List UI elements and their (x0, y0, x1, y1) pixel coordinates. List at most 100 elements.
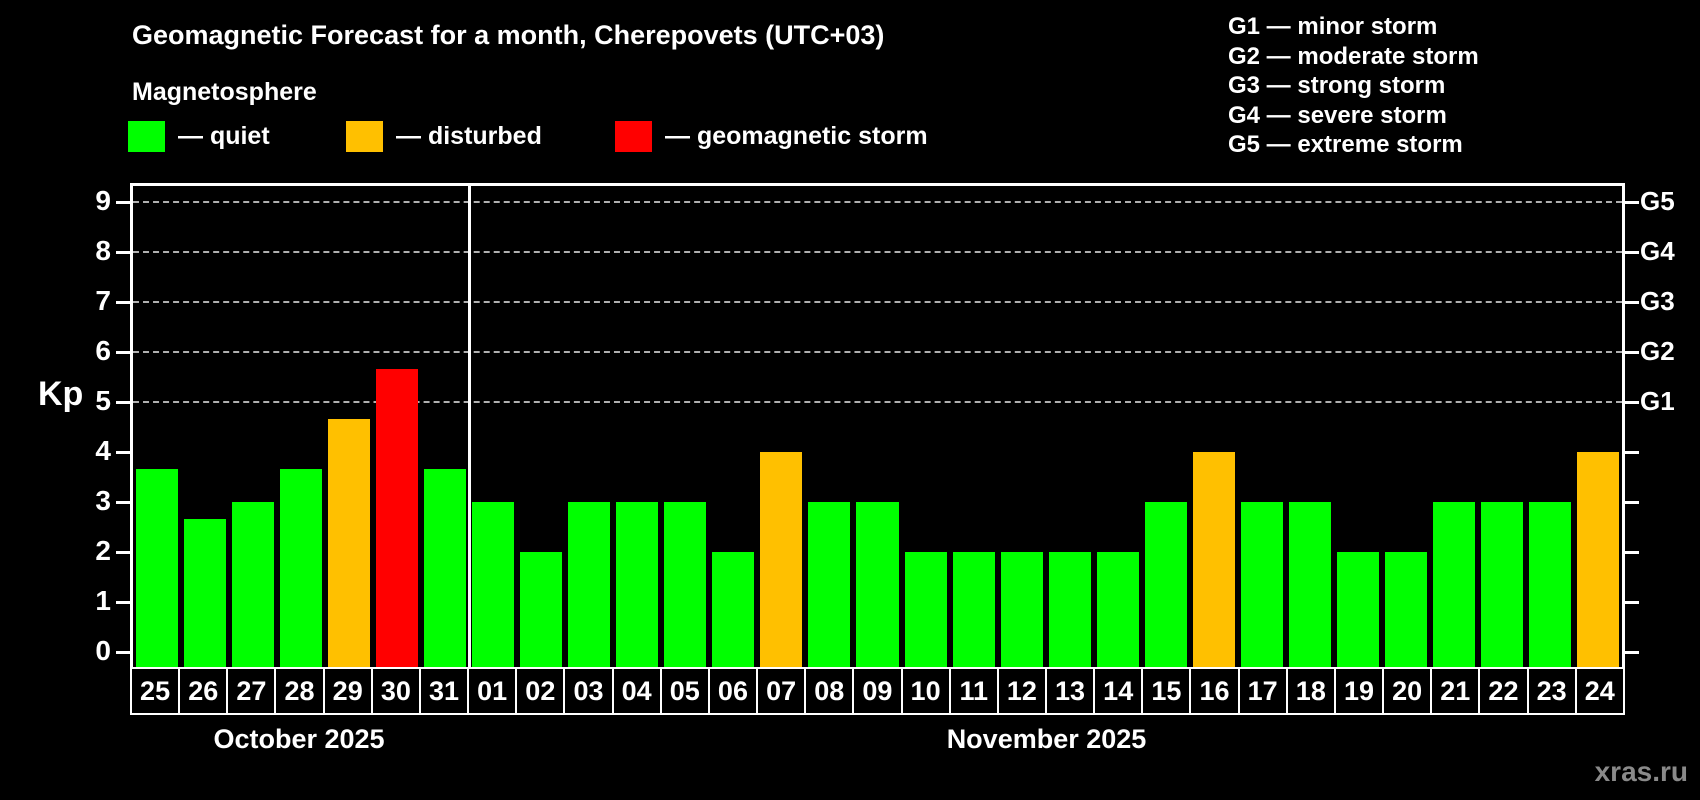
day-label-cell: 30 (370, 667, 421, 715)
kp-axis-label: Kp (38, 375, 84, 413)
kp-bar (568, 502, 611, 667)
y-tick-right (1625, 301, 1639, 304)
y-tick-label: 4 (95, 435, 111, 466)
magnetosphere-label: Magnetosphere (132, 78, 317, 106)
day-label-cell: 28 (274, 667, 325, 715)
month-separator (467, 186, 471, 667)
kp-bar (616, 502, 659, 667)
day-label-cell: 15 (1141, 667, 1192, 715)
kp-bar (232, 502, 275, 667)
kp-bar (376, 368, 419, 667)
kp-bar (328, 418, 371, 667)
day-label-cell: 16 (1189, 667, 1240, 715)
gridline-kp-6 (133, 351, 1622, 353)
day-label-cell: 22 (1478, 667, 1529, 715)
day-label-cell: 20 (1382, 667, 1433, 715)
day-label-cell: 29 (322, 667, 373, 715)
gridline-kp-9 (133, 201, 1622, 203)
month-label-october: October 2025 (213, 724, 385, 754)
y-tick-label: 1 (95, 585, 111, 616)
watermark-xras: xras.ru (1594, 756, 1688, 787)
y-tick-label: 6 (95, 335, 111, 366)
day-label-cell: 18 (1285, 667, 1336, 715)
day-label-cell: 10 (900, 667, 951, 715)
legend-item-storm: — geomagnetic storm (615, 121, 928, 152)
plot-area: 0 1 2 3 4 5 6 7 8 9 G1 G2 G3 G4 G5 (95, 183, 1675, 667)
kp-bar (856, 502, 899, 667)
y-tick-right (1625, 401, 1639, 404)
y-tick-left (116, 401, 130, 404)
kp-bar (1528, 502, 1571, 667)
y-tick-left (116, 301, 130, 304)
y-tick-left (116, 501, 130, 504)
storm-scale-line-g4: G4 — severe storm (1228, 101, 1447, 129)
kp-status-legend: — quiet — disturbed — geomagnetic storm (0, 121, 1100, 155)
day-label-cell: 07 (756, 667, 807, 715)
kp-bar (1432, 502, 1475, 667)
legend-swatch-quiet (128, 121, 165, 152)
day-label-cell: 08 (804, 667, 855, 715)
y-tick-label: 7 (95, 285, 111, 316)
legend-swatch-storm (615, 121, 652, 152)
day-label-cell: 06 (707, 667, 759, 715)
day-label-cell: 14 (1093, 667, 1144, 715)
y-tick-right (1625, 201, 1639, 204)
kp-bar (1336, 552, 1379, 667)
day-label-cell: 25 (130, 667, 181, 715)
kp-bar (664, 502, 707, 667)
day-label-cell: 27 (226, 667, 277, 715)
storm-scale-line-g5: G5 — extreme storm (1228, 131, 1463, 158)
day-label-cell: 12 (996, 667, 1047, 715)
day-label-cell: 24 (1574, 667, 1625, 715)
y-tick-label: 9 (95, 185, 111, 216)
day-label-cell: 17 (1237, 667, 1288, 715)
day-label-cell: 11 (948, 667, 999, 715)
kp-bar (1384, 552, 1427, 667)
day-label-cell: 31 (418, 667, 470, 715)
day-label-cell: 26 (178, 667, 229, 715)
g-level-label-g5: G5 (1640, 186, 1675, 216)
kp-bar (1576, 452, 1619, 667)
legend-item-quiet: — quiet (128, 121, 270, 152)
y-tick-left (116, 551, 130, 554)
legend-label-storm: — geomagnetic storm (665, 122, 928, 150)
y-tick-left (116, 201, 130, 204)
y-tick-right (1625, 351, 1639, 354)
kp-bar (520, 552, 563, 667)
y-tick-left (116, 601, 130, 604)
kp-bar (1288, 502, 1331, 667)
kp-bar (808, 502, 851, 667)
y-tick-label: 3 (95, 485, 111, 516)
y-tick-left (116, 251, 130, 254)
day-label-cell: 05 (659, 667, 710, 715)
g-level-label-g3: G3 (1640, 286, 1675, 316)
kp-bar (1144, 502, 1187, 667)
y-tick-right (1625, 551, 1639, 554)
day-label-cell: 02 (515, 667, 566, 715)
kp-bar (712, 552, 755, 667)
y-tick-right (1625, 501, 1639, 504)
kp-bar (1480, 502, 1523, 667)
day-label-cell: 01 (467, 667, 518, 715)
legend-swatch-disturbed (346, 121, 383, 152)
y-tick-label: 0 (95, 635, 111, 666)
kp-bar (424, 468, 467, 667)
y-tick-left (116, 651, 130, 654)
day-label-cell: 09 (852, 667, 903, 715)
kp-bar (184, 518, 227, 667)
y-tick-right (1625, 251, 1639, 254)
kp-bar (1096, 552, 1139, 667)
g-level-label-g4: G4 (1640, 236, 1675, 266)
storm-scale-line-g1: G1 — minor storm (1228, 13, 1438, 40)
y-tick-label: 8 (95, 235, 111, 266)
g-level-label-g2: G2 (1640, 336, 1675, 366)
gridline-kp-8 (133, 251, 1622, 253)
legend-label-quiet: — quiet (178, 122, 270, 150)
kp-bar (472, 502, 515, 667)
y-tick-right (1625, 651, 1639, 654)
day-label-cell: 13 (1044, 667, 1096, 715)
kp-bar (1192, 452, 1235, 667)
day-label-cell: 04 (611, 667, 662, 715)
kp-bar (1240, 502, 1283, 667)
